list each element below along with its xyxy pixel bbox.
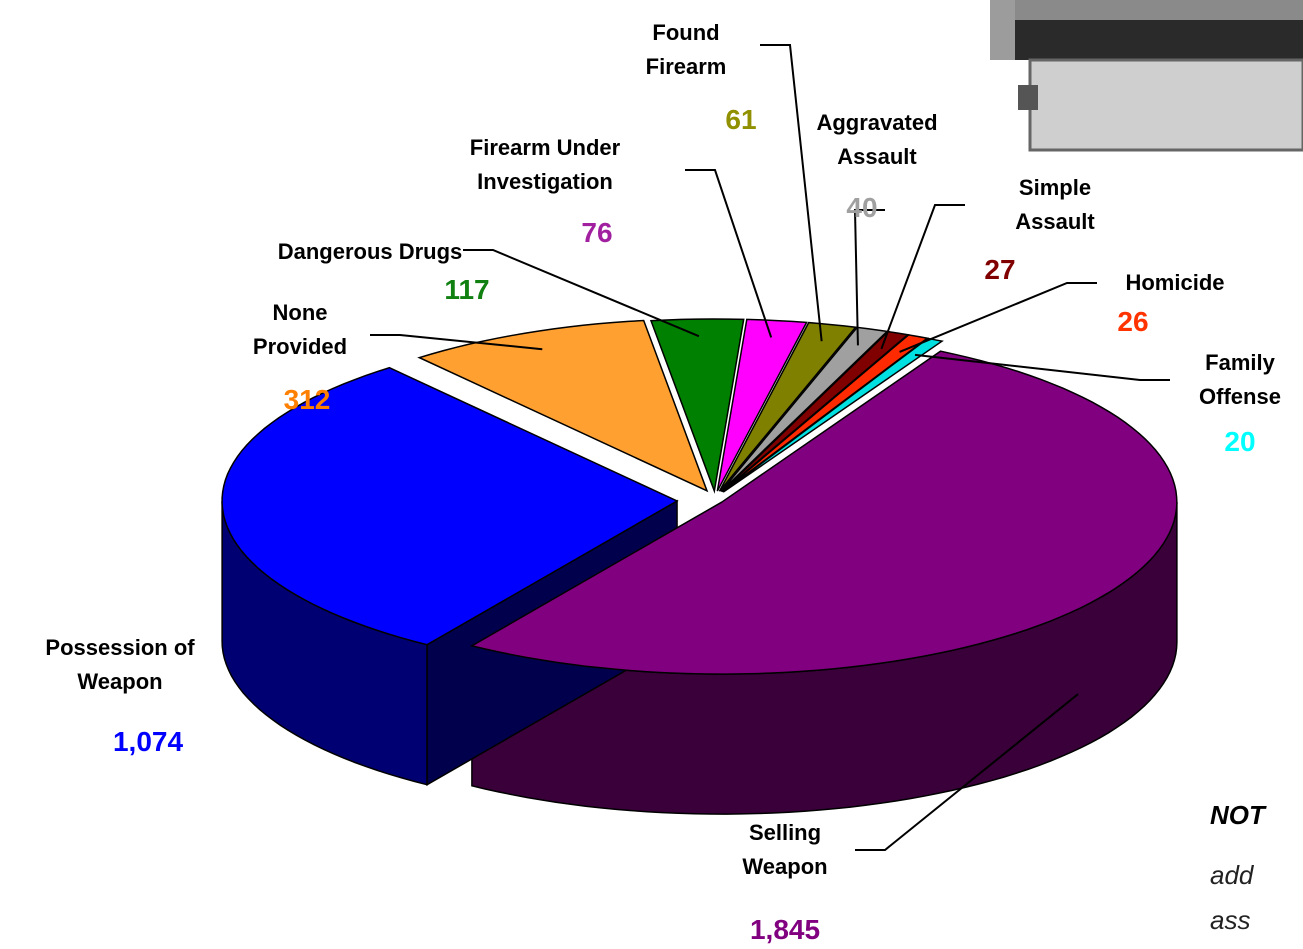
value-label: 117: [444, 274, 489, 306]
slice-label: Dangerous Drugs: [275, 235, 465, 269]
value-label: 1,074: [113, 726, 183, 758]
slice-label: Aggravated Assault: [792, 106, 962, 174]
value-label: 27: [984, 254, 1015, 286]
leader-line: [855, 210, 885, 345]
value-label: 312: [284, 384, 331, 416]
value-label: 20: [1224, 426, 1255, 458]
slice-label: Selling Weapon: [715, 816, 855, 884]
leader-line: [685, 170, 771, 337]
slice-label: Family Offense: [1175, 346, 1303, 414]
note-line: ass: [1210, 905, 1250, 936]
value-label: 26: [1117, 306, 1148, 338]
gun-image: [990, 0, 1303, 150]
leader-line: [881, 205, 965, 349]
slice-label: Homicide: [1105, 266, 1245, 300]
slice-label: Found Firearm: [626, 16, 746, 84]
note-line: add: [1210, 860, 1253, 891]
value-label: 76: [581, 217, 612, 249]
value-label: 1,845: [750, 914, 820, 946]
value-label: 40: [846, 192, 877, 224]
note-line: NOT: [1210, 800, 1265, 831]
value-label: 61: [725, 104, 756, 136]
slice-label: Firearm Under Investigation: [425, 131, 665, 199]
slice-label: Possession of Weapon: [0, 631, 240, 699]
slice-label: None Provided: [230, 296, 370, 364]
leader-line: [760, 45, 822, 341]
page: NOT add ass Dangerous Drugs 117 Firearm Un…: [0, 0, 1303, 949]
slice-label: Simple Assault: [985, 171, 1125, 239]
